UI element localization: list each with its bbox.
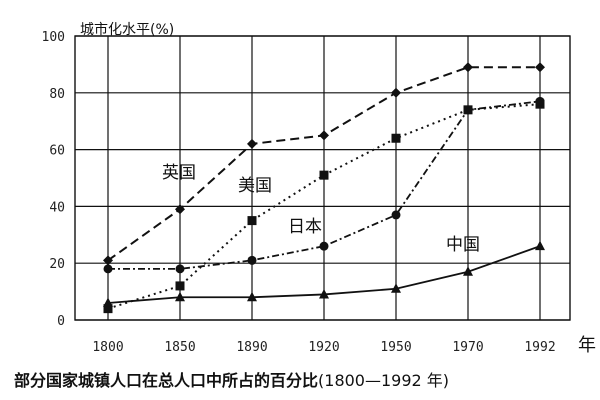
data-point [247, 255, 257, 265]
y-tick-label: 100 [42, 30, 65, 45]
data-point [463, 62, 473, 73]
y-tick-label: 0 [57, 314, 65, 329]
data-point [247, 291, 257, 302]
data-point [175, 264, 185, 274]
y-axis-ticks: 0 20 40 60 80 100 [42, 30, 65, 329]
data-point [535, 240, 545, 251]
x-tick-label: 1950 [380, 340, 411, 355]
y-tick-label: 40 [49, 200, 65, 215]
data-point [319, 130, 329, 141]
series-英国 [103, 62, 545, 266]
data-point [103, 255, 113, 266]
y-tick-label: 20 [49, 257, 65, 272]
y-tick-label: 80 [49, 87, 65, 102]
data-point [103, 264, 113, 274]
x-tick-label: 1800 [92, 340, 123, 355]
data-point [103, 304, 113, 314]
x-tick-label: 1970 [452, 340, 483, 355]
data-point [247, 138, 257, 149]
series-日本 [103, 96, 545, 274]
data-point [247, 216, 257, 226]
y-tick-label: 60 [49, 144, 65, 159]
grid [74, 35, 571, 321]
data-point [463, 105, 473, 115]
data-point [391, 133, 401, 143]
x-tick-label: 1890 [236, 340, 267, 355]
series-lines [103, 62, 545, 314]
series-label: 美国 [238, 176, 272, 196]
data-point [319, 288, 329, 299]
series-label: 英国 [162, 163, 196, 183]
data-point [535, 62, 545, 73]
series-label: 中国 [446, 235, 480, 255]
data-point [319, 241, 329, 251]
data-point [103, 297, 113, 307]
data-point [175, 291, 185, 302]
chart-title: 部分国家城镇人口在总人口中所占的百分比(1800—1992 年) [14, 371, 449, 390]
data-point [319, 170, 329, 180]
data-point [391, 210, 401, 220]
chart-title-range: (1800—1992 年) [318, 371, 449, 390]
data-point [463, 266, 473, 276]
data-point [391, 283, 401, 293]
x-tick-label: 1850 [164, 340, 195, 355]
x-axis-ticks: 1800 1850 1890 1920 1950 1970 1992 [92, 340, 555, 355]
data-point [535, 96, 545, 106]
data-point [391, 87, 401, 98]
x-tick-label: 1992 [524, 340, 555, 355]
x-tick-label: 1920 [308, 340, 339, 355]
data-point [175, 204, 185, 215]
series-中国 [103, 240, 545, 307]
y-axis-label: 城市化水平(%) [80, 21, 174, 38]
chart-title-main: 部分国家城镇人口在总人口中所占的百分比 [14, 371, 318, 390]
series-label: 日本 [288, 217, 322, 237]
data-point [175, 281, 185, 291]
x-axis-unit-label: 年 [578, 335, 596, 356]
